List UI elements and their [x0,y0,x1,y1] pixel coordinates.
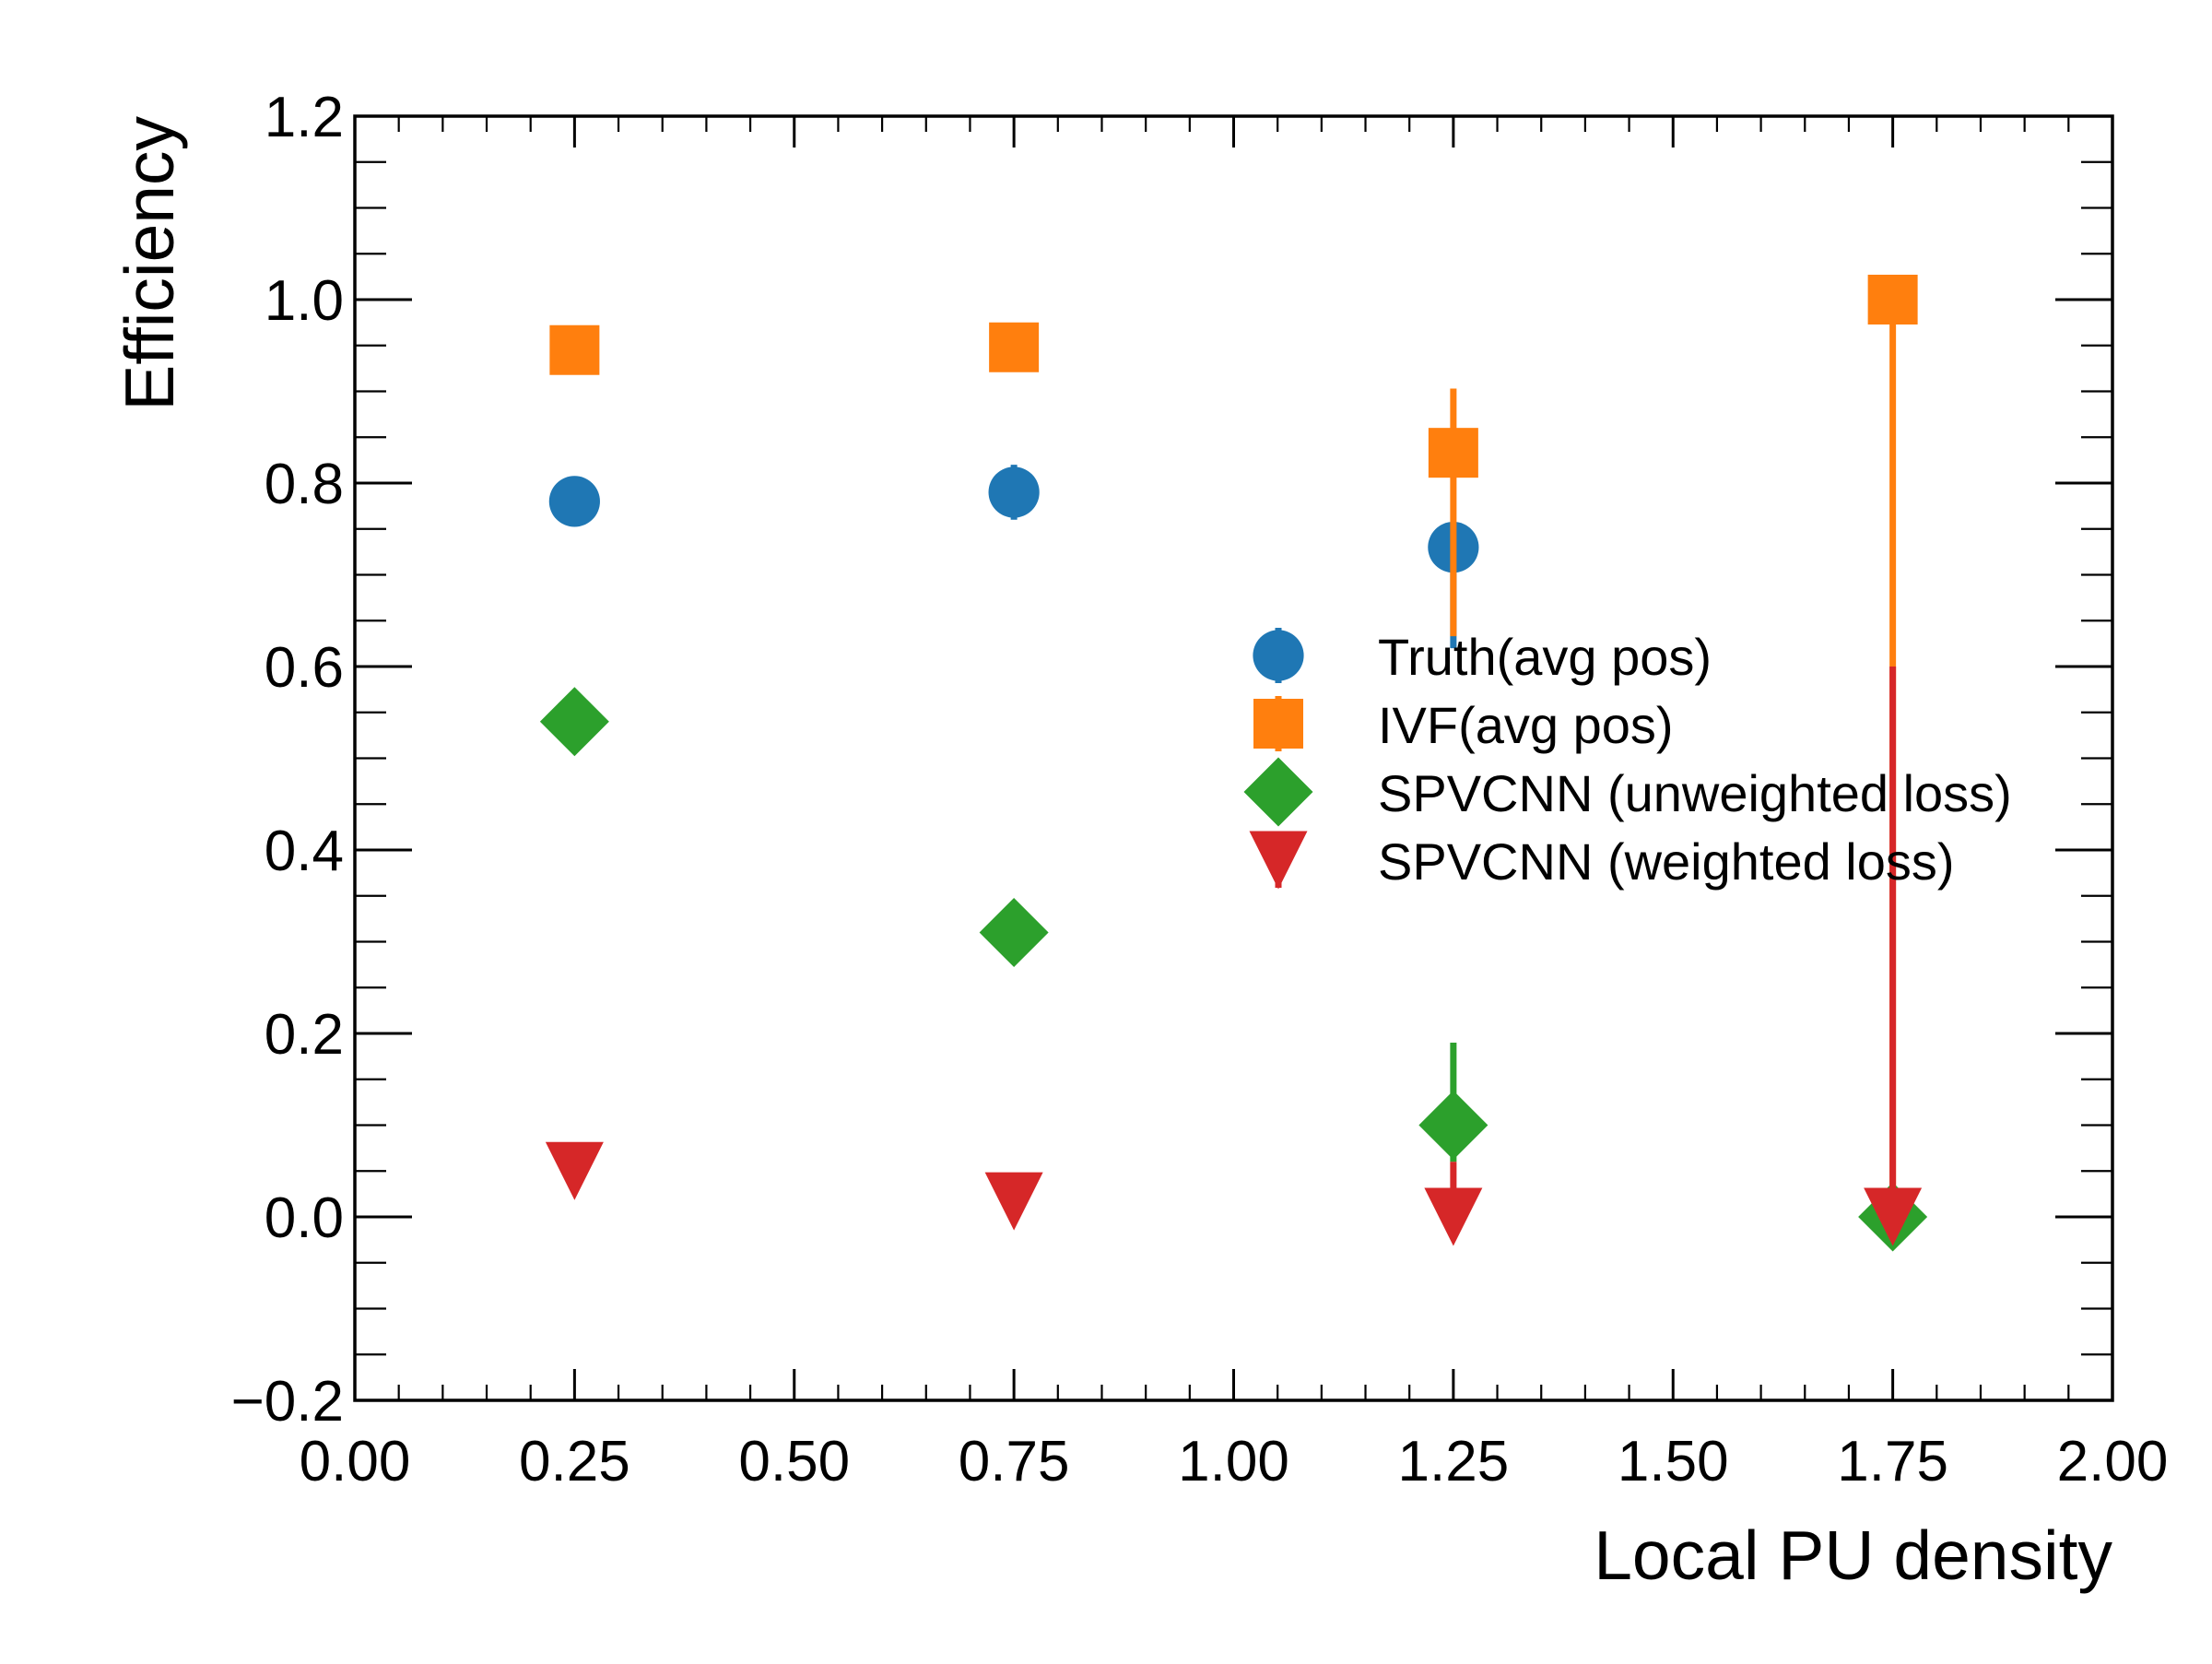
series-square [549,275,1918,1217]
y-tick-label: 0.0 [265,1186,344,1250]
legend-label: Truth(avg pos) [1378,628,1712,686]
tick-labels: 0.00 0.25 0.50 0.75 1.00 1.25 1.50 1.75 2.00 −0.2… [231,86,2169,1493]
x-tick-label: 1.00 [1178,1430,1289,1493]
x-tick-label: 2.00 [2057,1430,2169,1493]
data-point [984,1172,1043,1231]
data-point [548,476,600,527]
legend-label: SPVCNN (unweighted loss) [1378,764,2012,822]
data-point [988,466,1040,518]
legend-marker [1243,757,1313,827]
data-point [1867,275,1918,325]
data-point [549,325,600,375]
legend: Truth(avg pos) IVF(avg pos) SPVCNN (unweig… [1243,628,2012,891]
y-tick-label: 1.0 [265,269,344,333]
data-point [1424,1187,1483,1246]
legend-marker [1249,831,1308,890]
data-point [1418,1091,1488,1160]
series-triangle-down [545,667,1923,1246]
x-tick-label: 1.75 [1837,1430,1948,1493]
axis-ticks [353,114,2114,1402]
series-circle [548,465,1479,649]
y-tick-label: 1.2 [265,86,344,149]
data-point [1864,1187,1923,1246]
x-tick-label: 0.25 [519,1430,630,1493]
data-point [1428,428,1478,478]
data-point [979,898,1049,968]
y-tick-label: 0.4 [265,820,344,883]
data-point [545,1141,604,1200]
legend-label: SPVCNN (weighted loss) [1378,832,1955,891]
x-axis-label: Local PU density [1594,1516,2112,1594]
data-point [989,322,1040,372]
data-point [539,687,609,757]
y-axis-label: Efficiency [111,116,188,411]
y-tick-label: 0.6 [265,636,344,700]
y-tick-label: 0.8 [265,453,344,516]
y-tick-label: 0.2 [265,1003,344,1067]
x-tick-label: 1.50 [1618,1430,1729,1493]
legend-marker [1253,630,1304,681]
x-tick-label: 0.75 [959,1430,1070,1493]
legend-marker [1253,699,1303,749]
data-series [539,275,1928,1252]
y-tick-label: −0.2 [231,1370,344,1434]
plot-frame [353,114,2114,1402]
x-tick-label: 1.25 [1398,1430,1510,1493]
x-tick-label: 0.50 [738,1430,850,1493]
x-tick-label: 0.00 [300,1430,411,1493]
legend-label: IVF(avg pos) [1378,696,1674,754]
